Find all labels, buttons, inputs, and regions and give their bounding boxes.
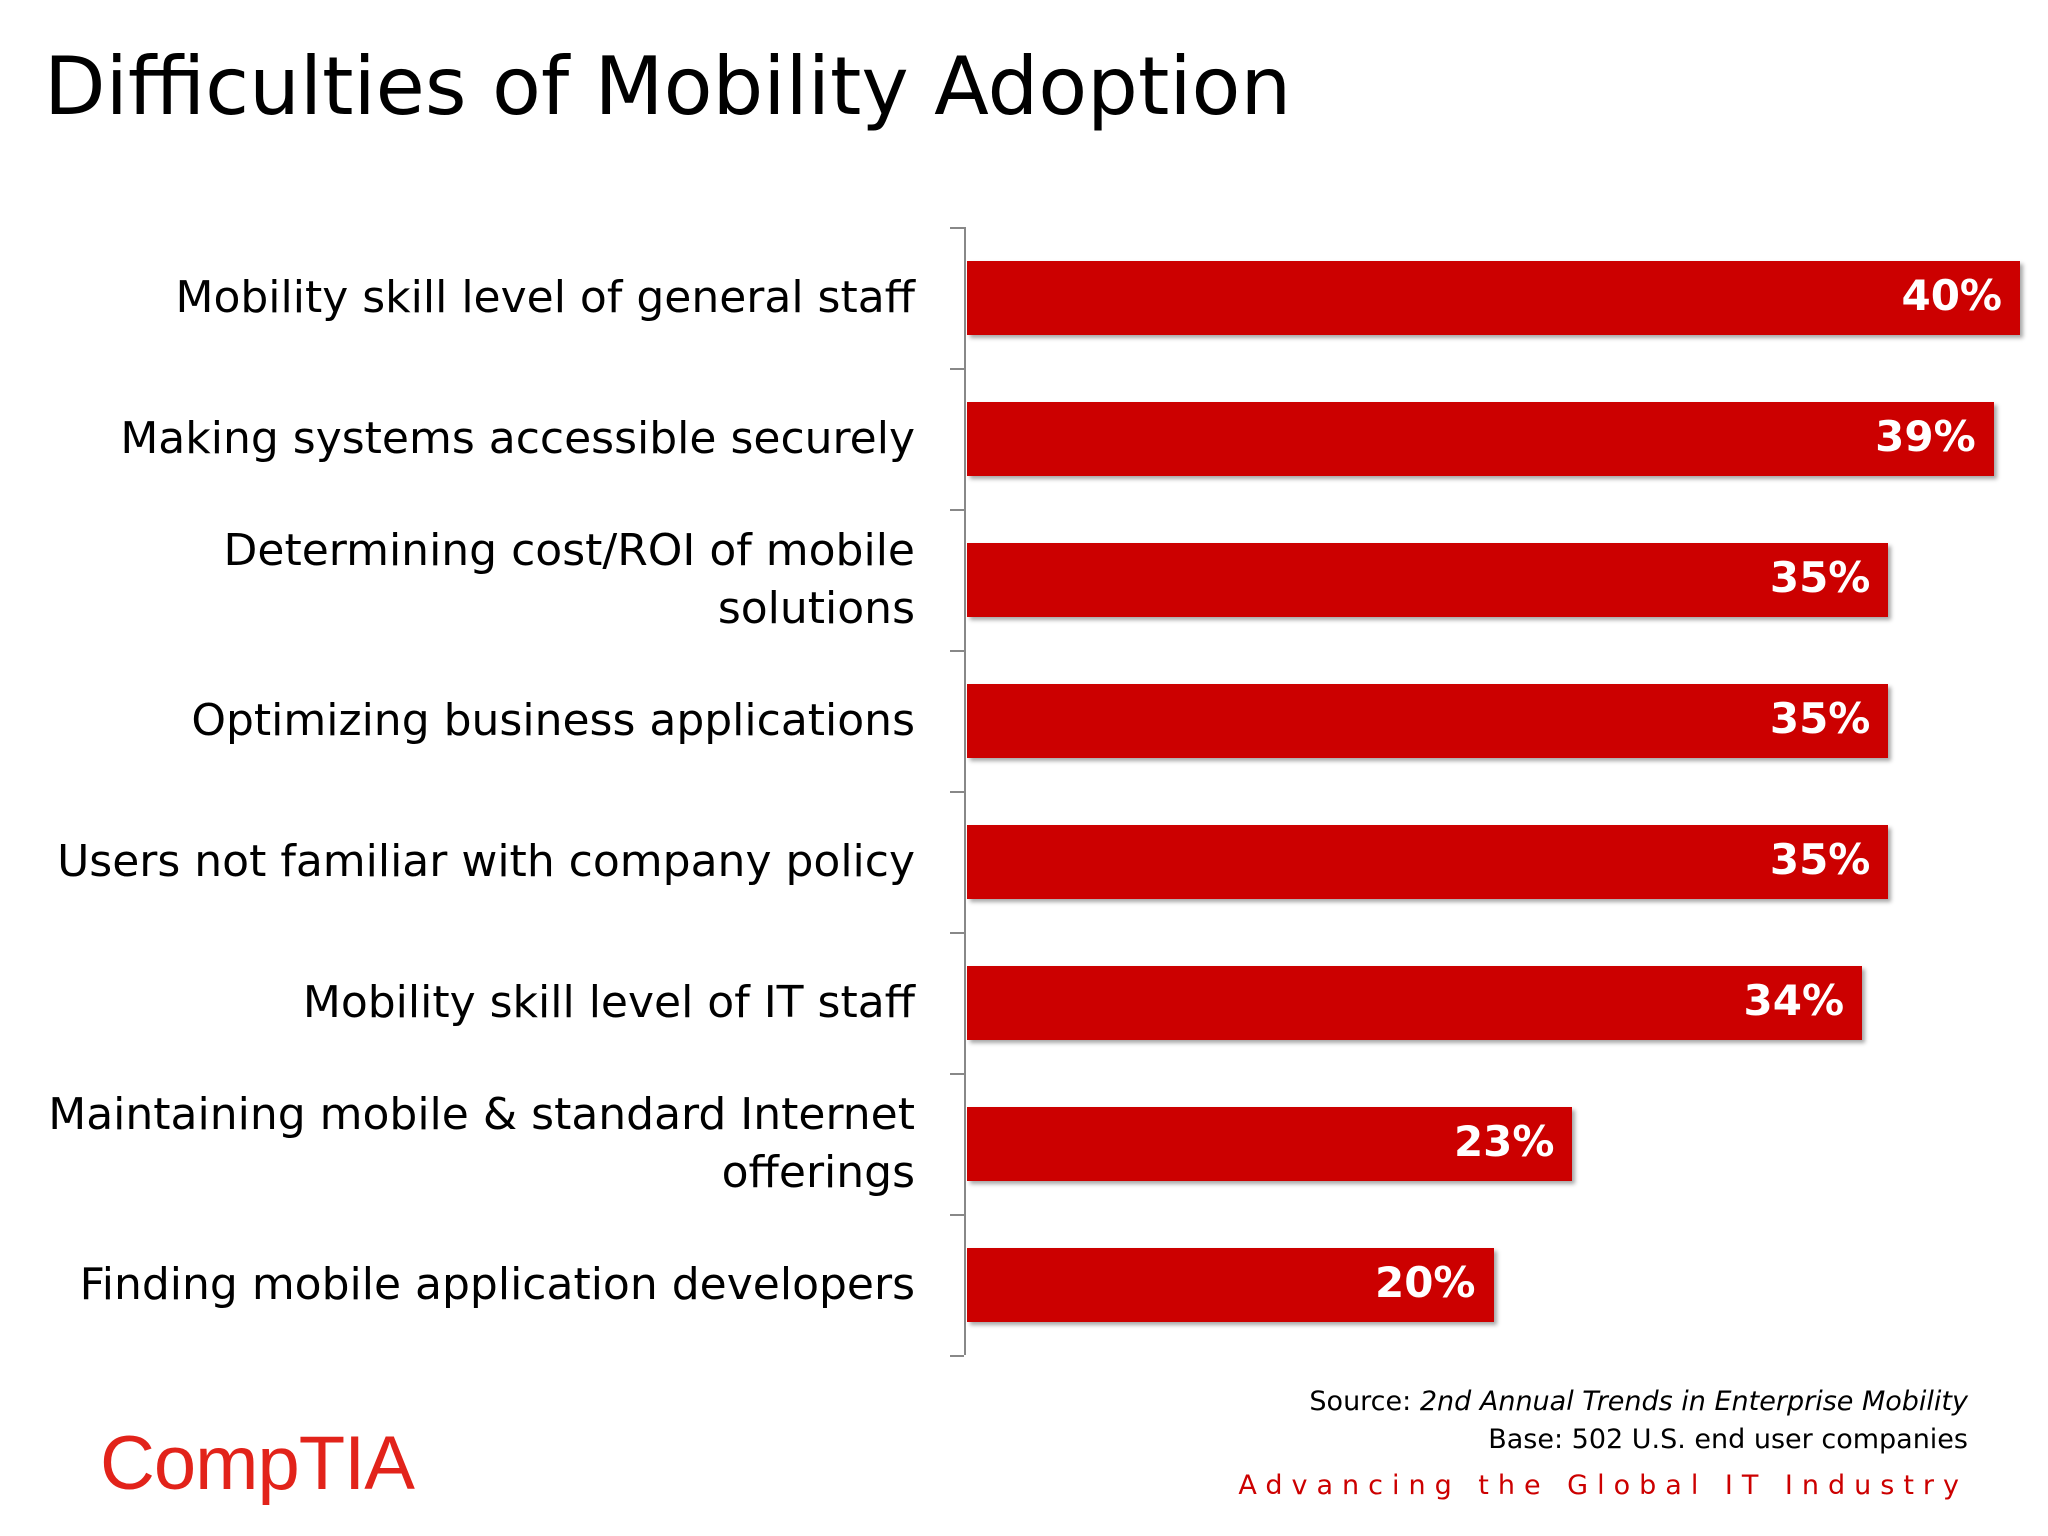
value-label: 35% [1769,553,1871,602]
axis-tick [950,509,964,511]
value-label: 34% [1743,976,1845,1025]
bar [967,1107,1573,1181]
bar [967,684,1889,758]
axis-tick [950,1355,964,1357]
tagline: Advancing the Global IT Industry [1238,1470,1968,1501]
bar [967,1248,1494,1322]
axis-tick [950,932,964,934]
category-label: Maintaining mobile & standard Internet o… [48,1088,915,1198]
source-title: 2nd Annual Trends in Enterprise Mobility [1419,1386,1968,1417]
axis-line [964,227,966,1355]
axis-tick [950,227,964,229]
value-label: 20% [1374,1258,1476,1307]
bar [967,825,1889,899]
source: Source: 2nd Annual Trends in Enterprise … [1309,1386,1968,1417]
category-label: Users not familiar with company policy [57,835,915,887]
category-label: Determining cost/ROI of mobile solutions [223,524,916,634]
category-label: Finding mobile application developers [79,1258,915,1310]
value-label: 39% [1875,412,1976,461]
value-label: 35% [1769,694,1871,743]
category-label: Mobility skill level of general staff [175,271,915,323]
source-label: Source: [1309,1386,1412,1417]
axis-tick [950,1214,964,1216]
chart-title: Difficulties of Mobility Adoption [44,40,1292,133]
bar [967,402,1994,476]
bar [967,543,1889,617]
base-note: Base: 502 U.S. end user companies [1488,1424,1968,1455]
bar [967,261,2020,335]
value-label: 23% [1453,1117,1555,1166]
bar [967,966,1863,1040]
axis-tick [950,791,964,793]
category-label: Mobility skill level of IT staff [302,976,915,1028]
value-label: 35% [1769,835,1871,884]
axis-tick [950,1073,964,1075]
axis-tick [950,650,964,652]
logo: CompTIA [100,1421,415,1506]
category-label: Making systems accessible securely [120,412,915,464]
category-label: Optimizing business applications [191,694,915,746]
value-label: 40% [1901,271,2002,320]
axis-tick [950,368,964,370]
